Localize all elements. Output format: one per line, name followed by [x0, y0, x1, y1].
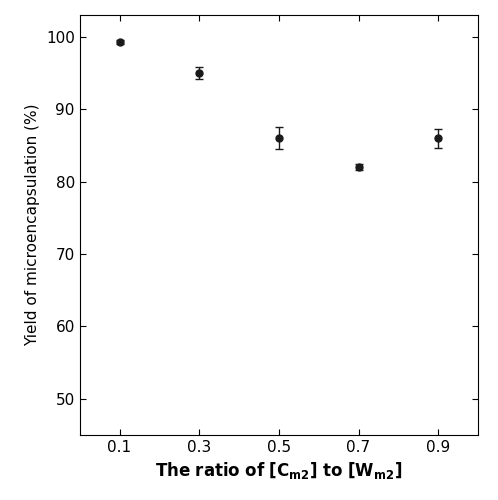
- X-axis label: $\mathbf{The\ ratio\ of\ [C_{m2}]\ to\ [W_{m2}]}$: $\mathbf{The\ ratio\ of\ [C_{m2}]\ to\ […: [155, 460, 402, 481]
- Y-axis label: Yield of microencapsulation (%): Yield of microencapsulation (%): [25, 104, 40, 346]
